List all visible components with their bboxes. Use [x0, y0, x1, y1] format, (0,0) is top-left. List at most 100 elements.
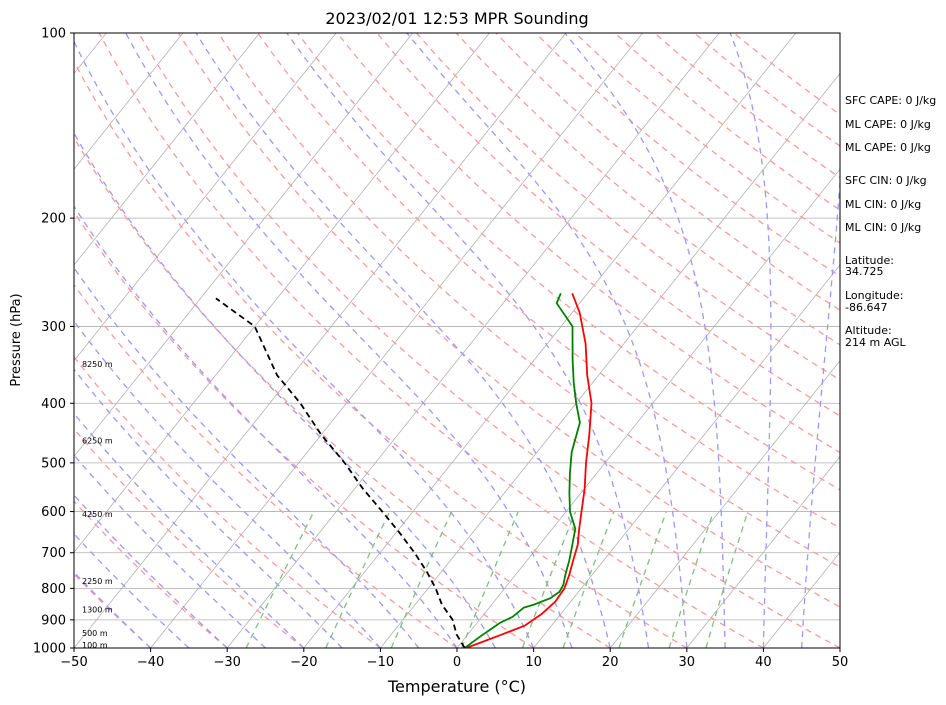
dry-adiabat-line	[74, 283, 458, 648]
isotherm-line	[533, 264, 840, 648]
y-axis-ticks: 1000 900 800 700 600 500 400 300 200 100	[33, 27, 74, 657]
y-tick-label: 100	[41, 27, 66, 42]
x-tick-label: 30	[679, 655, 696, 670]
isotherm-line	[74, 33, 337, 362]
height-label: 100 m	[82, 641, 108, 650]
plot-area: 100 m 500 m 1300 m 2250 m 4250 m 6250 m 8250 m	[74, 33, 840, 650]
temperature-line	[465, 292, 593, 648]
y-tick-label: 300	[41, 320, 66, 335]
dry-adiabat-line	[257, 33, 840, 529]
x-tick-label: −50	[60, 655, 87, 670]
moist-adiabat-line	[195, 33, 611, 648]
y-tick-label: 800	[41, 582, 66, 597]
mixing-ratio-line	[618, 511, 668, 648]
y-tick-label: 400	[41, 397, 66, 412]
isotherm-line	[303, 33, 797, 648]
longitude-label: Longitude:	[845, 289, 903, 302]
y-tick-label: 200	[41, 212, 66, 227]
latitude-label: Latitude:	[845, 254, 894, 267]
isotherm-line	[74, 33, 490, 553]
moist-adiabat-line	[74, 205, 458, 648]
mixing-ratio-line	[245, 511, 315, 648]
x-tick-label: 20	[602, 655, 619, 670]
y-tick-label: 1000	[33, 642, 66, 657]
chart-title: 2023/02/01 12:53 MPR Sounding	[325, 9, 588, 28]
dry-adiabat-line	[416, 33, 840, 381]
isotherm-line	[380, 72, 840, 648]
isotherm-line	[226, 33, 720, 648]
dry-adiabat-line	[217, 33, 840, 568]
isotherm-line	[74, 33, 567, 648]
moist-adiabat-line	[74, 320, 381, 648]
isotherm-line	[609, 360, 840, 648]
dry-adiabat-line	[74, 355, 381, 648]
moist-adiabat-line	[286, 33, 650, 648]
dry-adiabat-line	[74, 60, 688, 648]
x-tick-label: 40	[755, 655, 772, 670]
mixing-ratio-line	[705, 511, 749, 648]
x-axis-ticks: −50 −40 −30 −20 −10 0 10 20 30 40 50	[60, 648, 848, 670]
dry-adiabat-line	[455, 33, 840, 346]
height-label: 8250 m	[82, 360, 113, 369]
isotherm-line	[74, 33, 260, 266]
ml-cin-text-1: ML CIN: 0 J/kg	[845, 198, 921, 211]
height-label: 6250 m	[82, 437, 113, 446]
dry-adiabat-line	[376, 33, 840, 417]
x-tick-label: −40	[137, 655, 164, 670]
moist-adiabat-line	[729, 33, 772, 648]
ml-cape-text-1: ML CAPE: 0 J/kg	[845, 118, 931, 131]
isotherm-line	[456, 168, 840, 648]
dry-adiabat-line	[74, 136, 611, 648]
dewpoint-line	[464, 292, 581, 648]
dry-adiabat-line	[74, 210, 534, 648]
moist-adiabat-line	[74, 131, 496, 648]
sfc-cin-text: SFC CIN: 0 J/kg	[845, 174, 927, 187]
altitude-label: Altitude:	[845, 324, 892, 337]
isotherm-line	[74, 33, 414, 458]
x-tick-label: 50	[832, 655, 849, 670]
x-tick-label: 0	[453, 655, 461, 670]
parcel-line	[215, 297, 466, 648]
altitude-value: 214 m AGL	[845, 336, 907, 349]
dry-adiabat-line	[495, 33, 840, 312]
x-tick-label: 10	[525, 655, 542, 670]
latitude-value: 34.725	[845, 265, 884, 278]
isotherm-line	[150, 33, 643, 648]
dry-adiabat-line	[74, 500, 228, 648]
dry-adiabat-line	[336, 33, 840, 454]
dry-adiabat-line	[74, 427, 305, 648]
mixing-ratio-line	[668, 511, 715, 648]
y-tick-label: 500	[41, 456, 66, 471]
info-panel: SFC CAPE: 0 J/kg ML CAPE: 0 J/kg ML CAPE…	[845, 94, 936, 349]
height-label: 4250 m	[82, 510, 113, 519]
x-tick-label: −10	[367, 655, 394, 670]
dry-adiabat-line	[296, 33, 840, 491]
x-axis-label: Temperature (°C)	[387, 677, 526, 696]
longitude-value: -86.647	[845, 301, 887, 314]
height-annotations: 100 m 500 m 1300 m 2250 m 4250 m 6250 m 8250 m	[82, 360, 113, 650]
height-label: 1300 m	[82, 605, 113, 614]
x-tick-label: −30	[213, 655, 240, 670]
height-label: 500 m	[82, 629, 108, 638]
background-lines	[74, 33, 840, 648]
dry-adiabat-line	[138, 33, 840, 648]
y-axis-label: Pressure (hPa)	[9, 293, 24, 386]
moist-adiabat-line	[564, 33, 726, 648]
y-tick-label: 900	[41, 613, 66, 628]
y-tick-label: 600	[41, 505, 66, 520]
height-label: 2250 m	[82, 577, 113, 586]
moist-adiabat-line	[125, 33, 573, 648]
ml-cin-text-2: ML CIN: 0 J/kg	[845, 221, 921, 234]
moist-adiabat-line	[74, 266, 420, 648]
ml-cape-text-2: ML CAPE: 0 J/kg	[845, 141, 931, 154]
isotherm-line	[74, 33, 184, 170]
mixing-ratio-line	[562, 511, 615, 648]
x-tick-label: −20	[290, 655, 317, 670]
moist-adiabat-line	[74, 40, 535, 648]
sfc-cape-text: SFC CAPE: 0 J/kg	[845, 94, 936, 107]
y-tick-label: 700	[41, 546, 66, 561]
dry-adiabat-line	[177, 33, 840, 608]
profile-lines	[215, 292, 593, 648]
isotherm-line	[686, 455, 840, 648]
